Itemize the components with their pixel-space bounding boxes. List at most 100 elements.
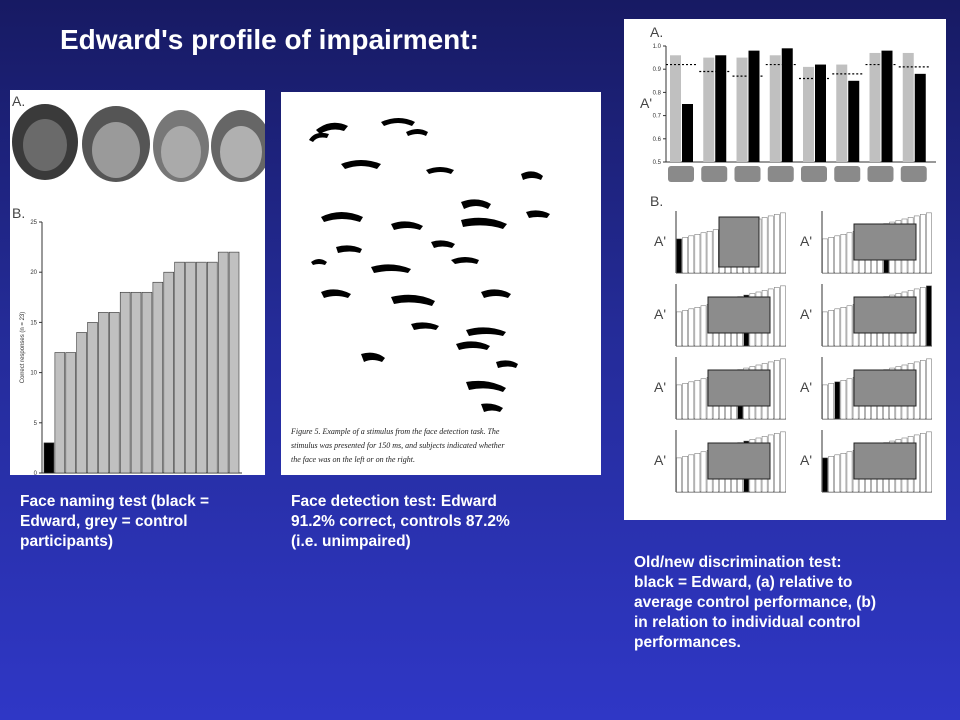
oldnew-a-y-tick-label: 0.9 [653, 67, 662, 73]
naming-bar-control [141, 291, 153, 474]
oldnew-b-horse-image [853, 223, 917, 261]
oldnew-b-axis-label: A' [800, 379, 812, 395]
oldnew-caption: Old/new discrimination test: black = Edw… [634, 554, 877, 651]
detection-caption: Face detection test: Edward 91.2% correc… [291, 493, 510, 550]
oldnew-b-bar-control [780, 285, 786, 347]
oldnew-b-bar-control [926, 431, 932, 493]
oldnew-b-gun-image [853, 369, 917, 407]
oldnew-b-bar-control [846, 305, 853, 347]
oldnew-b-bar-control [822, 311, 828, 347]
celebrity-faces [12, 104, 271, 182]
oldnew-b-bar-control [822, 238, 828, 274]
face-detection-stimulus: Figure 5. Example of a stimulus from the… [290, 118, 550, 464]
oldnew-panel: A. 0.5 0.6 0.7 0.8 0.9 1.0 A' B. A' A' A' A' A' A' A… [624, 19, 946, 520]
oldnew-a-bar-control [670, 55, 681, 162]
oldnew-b-bar-control [767, 215, 774, 274]
oldnew-b-bar-control [676, 311, 682, 347]
oldnew-b-axis-label: A' [654, 306, 666, 322]
oldnew-b-bar-control [688, 381, 695, 420]
oldnew-b-bar-control [688, 235, 695, 274]
naming-bar-control [54, 352, 66, 474]
oldnew-b-bar-control [700, 451, 707, 493]
oldnew-b-axis-label: A' [654, 233, 666, 249]
naming-y-tick-label: 20 [30, 270, 37, 276]
oldnew-b-bar-edward [822, 457, 828, 493]
oldnew-b-bar-control [828, 310, 834, 347]
svg-text:stimulus was presented for 150: stimulus was presented for 150 ms, and s… [291, 441, 505, 450]
oldnew-b-bar-control [834, 235, 841, 274]
oldnew-b-bar-control [920, 287, 926, 347]
oldnew-a-bar-edward [848, 80, 860, 162]
naming-bar-control [130, 291, 142, 474]
face-detection-panel: Figure 5. Example of a stimulus from the… [281, 92, 601, 475]
oldnew-a-gun-thumbnail [834, 166, 861, 182]
oldnew-b-axis-label: A' [800, 233, 812, 249]
oldnew-b-bar-control [694, 453, 701, 493]
oldnew-b-bar-control [682, 456, 688, 493]
oldnew-a-bar-control [836, 64, 848, 162]
oldnew-a-y-tick-label: 0.8 [653, 90, 662, 96]
oldnew-b-bar-control [926, 212, 932, 274]
oldnew-b-bar-control [846, 378, 853, 420]
oldnew-b-bar-control [920, 360, 926, 420]
oldnew-b-bar-control [828, 383, 834, 420]
oldnew-b-bar-edward [834, 381, 841, 420]
face-naming-figure: A. B. 0 5 10 15 20 25 Correct responses (n = 2… [12, 93, 271, 477]
panel-letter-b: B. [12, 205, 25, 221]
oldnew-b-axis-label: A' [654, 452, 666, 468]
oldnew-a-landscape-thumbnail [900, 166, 927, 182]
naming-bar-control [174, 261, 185, 474]
oldnew-a-bar-edward [682, 104, 693, 162]
naming-bar-control [98, 312, 109, 474]
oldnew-b-bar-control [920, 433, 926, 493]
oldnew-b-bar-control [700, 232, 707, 274]
oldnew-b-bar-control [780, 431, 786, 493]
oldnew-b-bar-control [774, 360, 780, 420]
oldnew-letter-a: A. [650, 24, 663, 40]
naming-y-tick-label: 10 [30, 371, 37, 377]
oldnew-b-pliers-image [853, 296, 917, 334]
oldnew-a-bar-edward [781, 48, 793, 162]
oldnew-b-bar-edward [676, 238, 682, 274]
oldnew-b-bar-control [840, 453, 847, 493]
oldnew-a-pliers-thumbnail [767, 166, 794, 182]
oldnew-b-sunglasses-image [707, 369, 771, 407]
oldnew-b-bar-control [840, 380, 847, 420]
mooney-face-blobs [309, 118, 550, 412]
oldnew-a-y-tick-label: 1.0 [653, 44, 662, 50]
oldnew-a-bar-edward [715, 55, 727, 162]
oldnew-a-y-axis-label: A' [640, 95, 652, 111]
oldnew-b-bar-control [834, 454, 841, 493]
oldnew-b-bar-control [688, 308, 695, 347]
oldnew-b-landscape-image [853, 442, 917, 480]
page-title: Edward's profile of impairment: [60, 24, 479, 55]
oldnew-b-bar-control [780, 212, 786, 274]
naming-y-axis-label: Correct responses (n = 23) [20, 312, 26, 384]
oldnew-b-bar-control [712, 229, 719, 274]
oldnew-b-bar-control [846, 232, 853, 274]
oldnew-a-car-thumbnail [734, 166, 761, 182]
oldnew-b-bar-control [682, 237, 688, 274]
svg-text:the face was on the left or on: the face was on the left or on the right… [291, 455, 415, 464]
naming-bar-control [207, 261, 218, 474]
panel-letter-a: A. [12, 93, 25, 109]
naming-bar-edward [43, 442, 55, 474]
naming-bar-control [228, 251, 240, 474]
oldnew-b-bar-control [926, 358, 932, 420]
oldnew-a-bar-control [736, 57, 748, 162]
oldnew-b-bar-control [846, 451, 853, 493]
oldnew-b-axis-label: A' [654, 379, 666, 395]
naming-bar-control [163, 271, 174, 474]
oldnew-b-bar-control [774, 287, 780, 347]
svg-text:Figure 5. Example of a stimulu: Figure 5. Example of a stimulus from the… [290, 427, 500, 436]
oldnew-b-bar-control [822, 384, 828, 420]
naming-bar-control [109, 312, 120, 474]
naming-bar-control [65, 352, 76, 474]
oldnew-letter-b: B. [650, 193, 663, 209]
oldnew-b-axis-label: A' [800, 452, 812, 468]
oldnew-b-bar-control [676, 384, 682, 420]
oldnew-a-y-tick-label: 0.7 [653, 114, 662, 120]
naming-bar-control [76, 332, 87, 474]
oldnew-b-car-image [707, 296, 771, 334]
oldnew-b-bar-control [920, 214, 926, 274]
